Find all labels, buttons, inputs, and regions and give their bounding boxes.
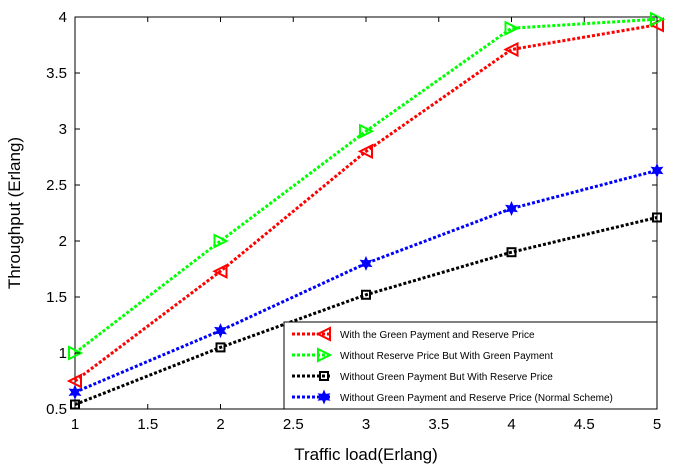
- legend: With the Green Payment and Reserve Price…: [284, 322, 657, 409]
- x-tick-label: 4: [507, 416, 515, 433]
- x-tick-label: 1.5: [137, 416, 158, 433]
- x-tick-label: 4.5: [574, 416, 595, 433]
- y-axis-title: Throughput (Erlang): [5, 137, 24, 289]
- x-tick-label: 2: [216, 416, 224, 433]
- x-tick-label: 1: [71, 416, 79, 433]
- y-tick-label: 0.5: [46, 401, 67, 418]
- x-tick-label: 3.5: [428, 416, 449, 433]
- y-tick-label: 2.5: [46, 177, 67, 194]
- legend-entry: With the Green Payment and Reserve Price: [340, 330, 535, 341]
- x-tick-label: 2.5: [283, 416, 304, 433]
- y-tick-label: 1: [59, 345, 67, 362]
- y-tick-label: 3: [59, 121, 67, 138]
- x-axis-title: Traffic load(Erlang): [294, 445, 438, 464]
- x-tick-label: 3: [362, 416, 370, 433]
- x-tick-label: 5: [653, 416, 661, 433]
- y-tick-label: 2: [59, 233, 67, 250]
- legend-entry: Without Green Payment But With Reserve P…: [340, 372, 553, 383]
- y-tick-label: 4: [59, 9, 67, 26]
- legend-entry: Without Green Payment and Reserve Price …: [340, 393, 613, 404]
- y-tick-label: 1.5: [46, 289, 67, 306]
- y-tick-label: 3.5: [46, 65, 67, 82]
- legend-entry: Without Reserve Price But With Green Pay…: [340, 351, 553, 362]
